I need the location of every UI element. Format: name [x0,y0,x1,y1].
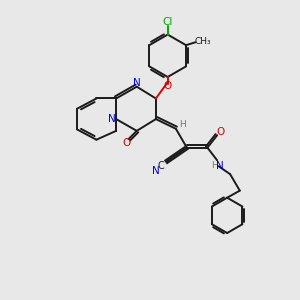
Text: N: N [152,166,160,176]
Text: N: N [134,78,141,88]
Text: Cl: Cl [163,16,173,27]
Text: CH₃: CH₃ [195,37,212,46]
Text: O: O [123,138,131,148]
Text: H: H [211,161,217,170]
Text: O: O [216,127,224,137]
Text: N: N [216,160,224,171]
Text: C: C [158,161,164,171]
Text: N: N [108,114,116,124]
Text: H: H [179,120,186,129]
Text: O: O [164,81,172,91]
